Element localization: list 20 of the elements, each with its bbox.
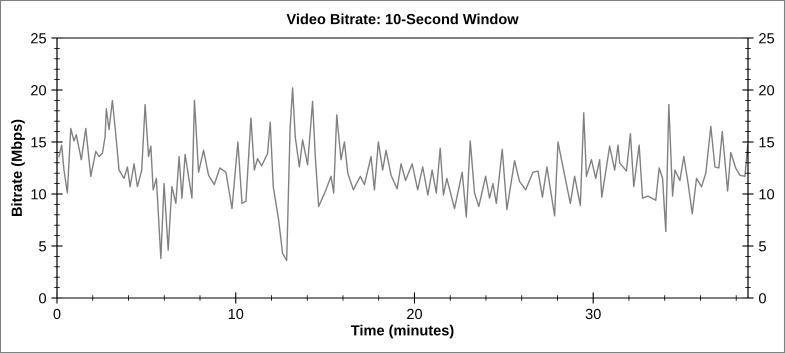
y2-tick-label: 10 <box>760 189 774 200</box>
y2-tick-label: 20 <box>759 85 774 96</box>
y-axis-title: Bitrate (Mbps) <box>11 120 25 216</box>
y-tick-label: 0 <box>39 293 46 304</box>
y-tick-label: 20 <box>31 85 46 96</box>
x-tick-label: 10 <box>228 308 244 320</box>
y-tick-label: 25 <box>31 33 46 44</box>
y-tick-label: 5 <box>39 241 46 252</box>
x-tick-label: 0 <box>54 308 60 320</box>
x-tick-label: 30 <box>586 308 601 320</box>
chart-title: Video Bitrate: 10-Second Window <box>286 14 519 24</box>
y2-tick-label: 25 <box>759 33 774 44</box>
y2-tick-label: 0 <box>758 293 766 304</box>
y2-tick-label: 5 <box>759 241 766 252</box>
y-tick-label: 15 <box>31 137 46 148</box>
x-axis-title: Time (minutes) <box>350 324 454 338</box>
line-series <box>58 87 748 262</box>
y-tick-label: 10 <box>31 189 46 200</box>
x-tick-label: 20 <box>407 308 422 320</box>
y2-tick-label: 15 <box>760 137 774 148</box>
